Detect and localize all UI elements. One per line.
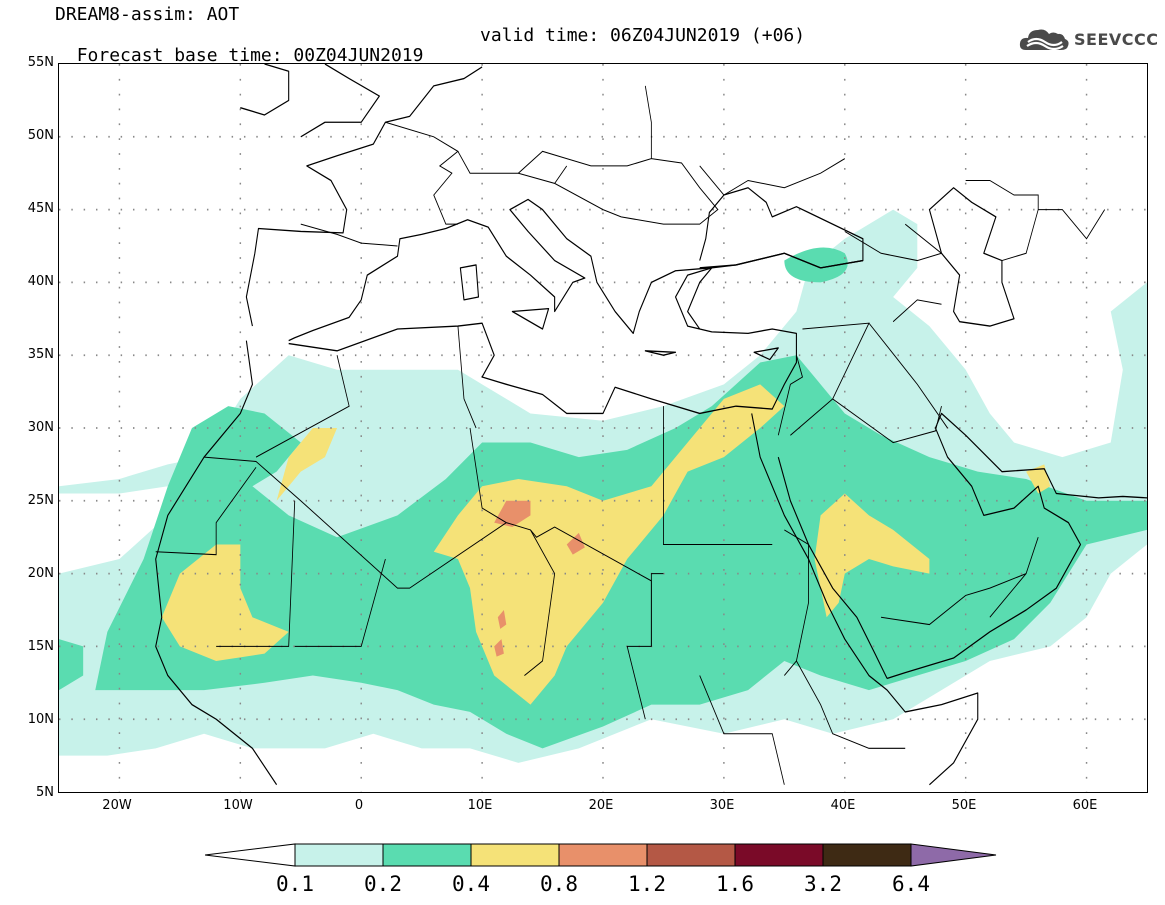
cloud-icon	[1019, 29, 1069, 51]
country-borders	[155, 85, 1106, 785]
seevccc-logo: SEEVCCC	[1018, 24, 1159, 54]
colorbar-swatch	[734, 843, 824, 867]
colorbar	[205, 843, 997, 867]
lat-label: 25N	[27, 493, 54, 508]
lat-label: 50N	[27, 128, 54, 143]
colorbar-swatch	[382, 843, 472, 867]
lon-label: 0	[354, 798, 364, 813]
colorbar-label: 6.4	[892, 872, 930, 896]
lat-label: 35N	[27, 347, 54, 362]
valid-time-label: valid time: 06Z04JUN2019 (+06)	[480, 25, 806, 46]
aot-band-0-4	[161, 384, 1051, 705]
colorbar-label: 1.6	[716, 872, 754, 896]
lat-label: 40N	[27, 274, 54, 289]
colorbar-swatch	[646, 843, 736, 867]
lat-label: 5N	[36, 785, 54, 800]
lon-label: 60E	[1072, 798, 1098, 813]
colorbar-low-extend	[205, 843, 296, 867]
map-title: DREAM8-assim: AOT	[55, 4, 240, 25]
lon-label: 10W	[223, 798, 253, 813]
lat-label: 30N	[27, 420, 54, 435]
base-time-label: Forecast base time: 00Z04JUN2019	[76, 45, 424, 66]
lon-label: 50E	[951, 798, 977, 813]
lon-label: 10E	[467, 798, 493, 813]
lat-label: 15N	[27, 639, 54, 654]
lon-label: 30E	[709, 798, 735, 813]
colorbar-high-extend	[910, 843, 997, 867]
lat-label: 20N	[27, 566, 54, 581]
logo-text: SEEVCCC	[1074, 29, 1159, 49]
colorbar-swatch	[558, 843, 648, 867]
colorbar-swatch	[470, 843, 560, 867]
colorbar-label: 0.8	[540, 872, 578, 896]
lat-label: 45N	[27, 201, 54, 216]
colorbar-label: 0.2	[364, 872, 402, 896]
colorbar-label: 0.4	[452, 872, 490, 896]
forecast-times: Forecast base time: 00Z04JUN2019 valid t…	[55, 26, 805, 86]
map-panel	[58, 63, 1148, 793]
lat-label: 55N	[27, 55, 54, 70]
colorbar-swatch	[294, 843, 384, 867]
coastlines	[155, 64, 1147, 786]
aot-map	[59, 64, 1147, 792]
lon-label: 20E	[588, 798, 614, 813]
colorbar-label: 3.2	[804, 872, 842, 896]
colorbar-label: 1.2	[628, 872, 666, 896]
colorbar-label: 0.1	[276, 872, 314, 896]
lon-label: 40E	[830, 798, 856, 813]
lon-label: 20W	[102, 798, 132, 813]
colorbar-swatch	[822, 843, 912, 867]
lat-label: 10N	[27, 712, 54, 727]
